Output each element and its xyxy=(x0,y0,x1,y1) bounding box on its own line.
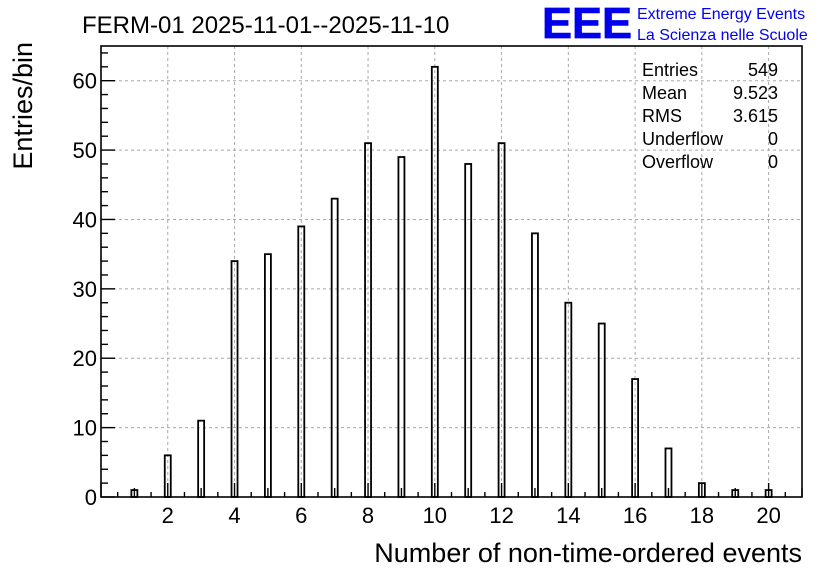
y-tick-label: 50 xyxy=(73,138,97,163)
x-tick-label: 14 xyxy=(556,503,580,528)
x-axis-label: Number of non-time-ordered events xyxy=(374,538,802,568)
axes-layer: 2 4 6 8 10 12 14 16 18 20 0 10 20 30 40 50 60 xyxy=(73,45,803,528)
eee-logo: EEE Extreme Energy Events La Scienza nel… xyxy=(542,0,808,48)
stats-entries-label: Entries xyxy=(642,60,698,80)
histogram-bar xyxy=(197,419,206,498)
stats-underflow-label: Underflow xyxy=(642,129,724,149)
x-tick-label: 16 xyxy=(623,503,647,528)
eee-logo-line1: Extreme Energy Events xyxy=(637,6,805,23)
x-tick-label: 10 xyxy=(423,503,447,528)
stats-underflow-value: 0 xyxy=(768,129,778,149)
y-tick-label: 40 xyxy=(73,207,97,232)
x-tick-label: 4 xyxy=(228,503,240,528)
y-tick-label: 30 xyxy=(73,277,97,302)
plot-frame xyxy=(100,45,803,498)
x-tick-label: 6 xyxy=(295,503,307,528)
histogram-bar xyxy=(464,163,473,498)
histogram-bar xyxy=(330,197,339,498)
y-tick-label: 20 xyxy=(73,346,97,371)
stats-rms-value: 3.615 xyxy=(733,106,778,126)
y-tick-label: 10 xyxy=(73,416,97,441)
eee-logo-mark: EEE xyxy=(542,0,632,48)
x-tick-label: 8 xyxy=(362,503,374,528)
stats-rms-label: RMS xyxy=(642,106,682,126)
histogram-bar xyxy=(531,232,539,498)
eee-logo-line2: La Scienza nelle Scuole xyxy=(637,27,808,44)
stats-mean-label: Mean xyxy=(642,83,687,103)
y-tick-label: 0 xyxy=(85,485,97,510)
y-axis-label: Entries/bin xyxy=(8,42,38,170)
stats-entries-value: 549 xyxy=(748,60,778,80)
x-tick-label: 18 xyxy=(690,503,714,528)
stats-overflow-value: 0 xyxy=(768,152,778,172)
stats-mean-value: 9.523 xyxy=(733,83,778,103)
y-tick-label: 60 xyxy=(73,69,97,94)
x-tick-label: 2 xyxy=(162,503,174,528)
stats-overflow-label: Overflow xyxy=(642,152,714,172)
stats-box: Entries 549 Mean 9.523 RMS 3.615 Underfl… xyxy=(642,60,778,172)
chart-title: FERM-01 2025-11-01--2025-11-10 xyxy=(82,12,449,39)
grid-layer xyxy=(101,46,802,497)
histogram-bar xyxy=(397,156,406,498)
x-tick-label: 12 xyxy=(489,503,513,528)
histogram-bar xyxy=(264,253,272,498)
histogram-bar xyxy=(597,322,606,498)
x-tick-label: 20 xyxy=(756,503,780,528)
